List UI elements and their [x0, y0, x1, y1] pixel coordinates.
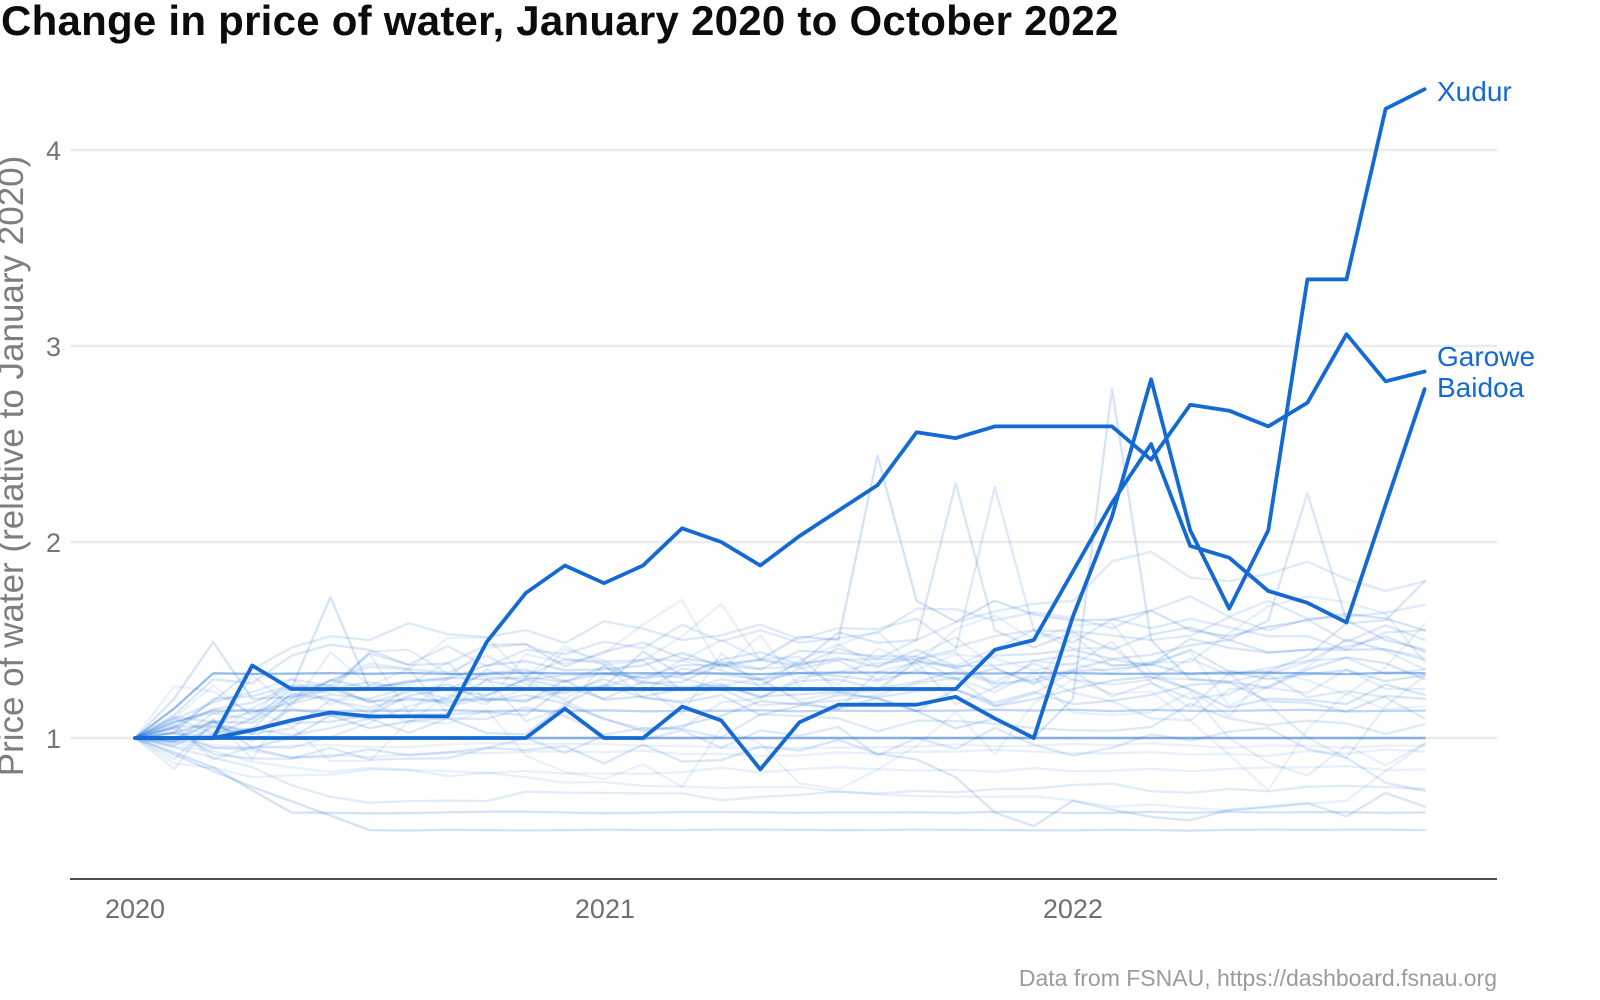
svg-text:3: 3 — [46, 332, 61, 362]
svg-text:2022: 2022 — [1043, 894, 1103, 924]
svg-text:1: 1 — [46, 724, 61, 754]
svg-text:Xudur: Xudur — [1437, 76, 1512, 107]
svg-text:2021: 2021 — [575, 894, 635, 924]
svg-text:Price of water (relative to Ja: Price of water (relative to January 2020… — [0, 156, 31, 777]
svg-text:4: 4 — [46, 136, 61, 166]
svg-text:Baidoa: Baidoa — [1437, 372, 1525, 403]
svg-text:2020: 2020 — [105, 894, 165, 924]
svg-text:2: 2 — [46, 528, 61, 558]
svg-text:Garowe: Garowe — [1437, 341, 1535, 372]
svg-text:Change in price of water, Janu: Change in price of water, January 2020 t… — [1, 0, 1119, 44]
svg-text:Data from FSNAU, https://dashb: Data from FSNAU, https://dashboard.fsnau… — [1019, 965, 1497, 991]
